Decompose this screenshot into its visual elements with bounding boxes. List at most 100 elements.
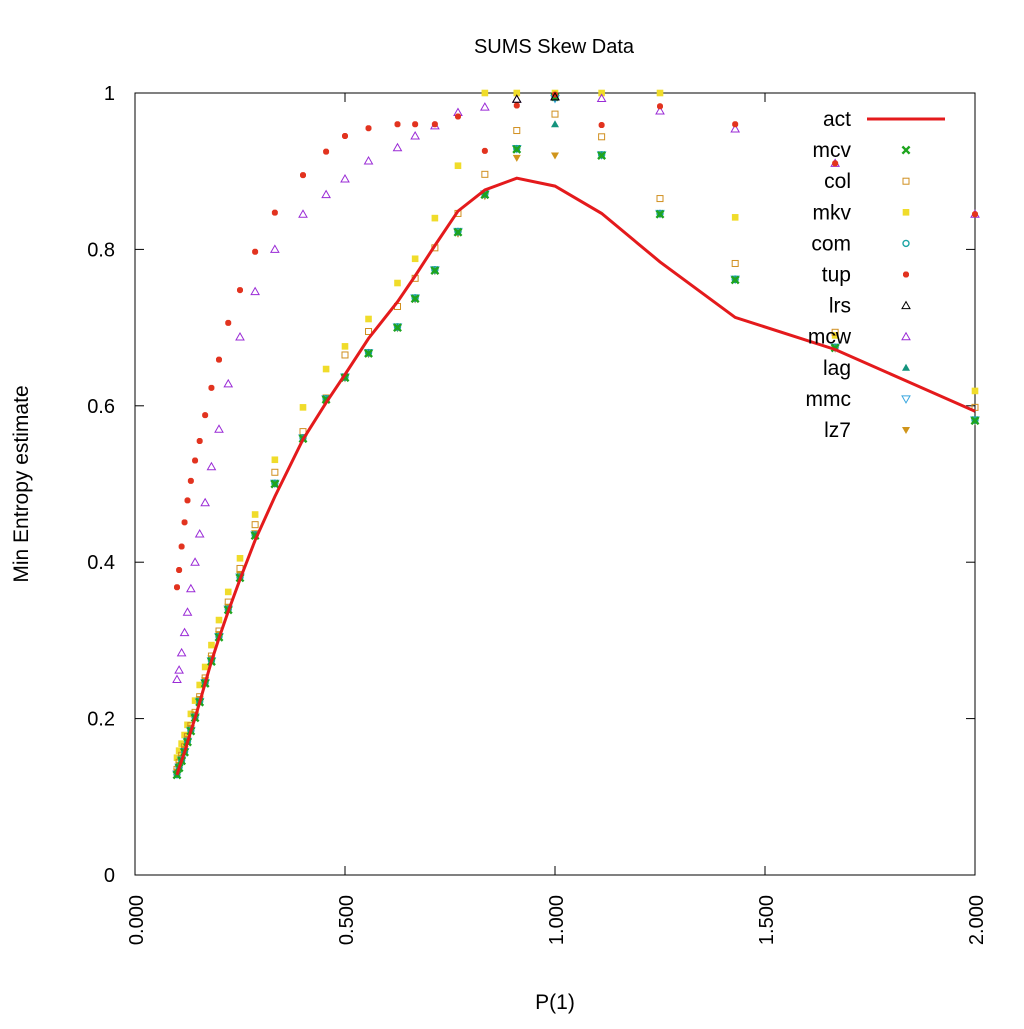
data-point-mcv: [172, 770, 182, 780]
data-point-mkv: [341, 343, 349, 350]
legend-label: lrs: [829, 295, 851, 318]
data-point-mcw: [206, 461, 217, 471]
y-tick-label: 0.8: [87, 239, 115, 261]
series-tup: [174, 91, 978, 591]
legend-label: com: [811, 232, 851, 255]
legend-label: lz7: [824, 419, 851, 442]
data-point-mcw: [185, 583, 196, 593]
legend-label: tup: [822, 264, 851, 287]
legend: act mcv col mkv com tup lrs mcw lag mmc lz7: [806, 108, 945, 442]
data-point-mcv: [730, 275, 740, 285]
data-point-tup: [323, 148, 330, 155]
data-point-col: [365, 328, 373, 336]
legend-entry-lrs: lrs: [829, 295, 911, 318]
series-mcw: [172, 91, 980, 683]
data-point-tup: [972, 211, 978, 218]
data-point-tup: [176, 567, 183, 574]
series-lrs: [511, 91, 560, 103]
data-point-mcv: [393, 323, 402, 333]
y-tick-label: 0.4: [87, 552, 115, 574]
data-point-col: [251, 521, 259, 529]
legend-swatch: [902, 363, 910, 371]
data-point-mcv: [364, 348, 373, 358]
legend-entry-mmc: mmc: [806, 388, 911, 411]
series-line-act: [175, 176, 976, 776]
data-point-tup: [365, 125, 372, 132]
data-point-tup: [431, 121, 438, 128]
data-point-tup: [225, 319, 232, 326]
data-point-tup: [454, 113, 461, 120]
data-point-mkv: [201, 663, 209, 671]
data-point-col: [731, 259, 739, 267]
y-tick-label: 0.2: [87, 709, 115, 731]
legend-label: lag: [823, 357, 851, 380]
x-tick-label: 2.000: [966, 895, 988, 945]
legend-label: mmc: [806, 388, 852, 411]
data-point-col: [656, 195, 664, 203]
data-point-mcw: [190, 557, 200, 566]
data-point-mkv: [271, 456, 279, 464]
data-point-mcw: [235, 331, 245, 341]
data-point-tup: [412, 121, 419, 128]
data-point-mcw: [200, 497, 211, 507]
data-point-tup: [174, 584, 180, 591]
data-point-tup: [598, 122, 605, 129]
data-marks: [172, 89, 980, 780]
data-point-mcw: [182, 607, 193, 616]
data-point-tup: [216, 356, 222, 363]
data-point-mcw: [298, 209, 308, 218]
data-point-tup: [237, 287, 243, 294]
data-point-mcw: [596, 93, 607, 102]
data-point-lag: [551, 120, 559, 128]
data-point-mcv: [655, 209, 665, 219]
data-point-lz7: [512, 154, 521, 162]
legend-entry-lag: lag: [823, 357, 910, 380]
legend-swatch: [901, 395, 911, 404]
data-point-mkv: [454, 162, 462, 170]
data-point-tup: [300, 172, 306, 179]
data-point-mkv: [365, 315, 372, 323]
data-point-mkv: [175, 747, 183, 754]
data-point-mkv: [191, 697, 199, 704]
legend-entry-mcv: mcv: [813, 139, 911, 162]
data-point-mkv: [656, 89, 664, 97]
data-point-tup: [271, 209, 278, 216]
data-point-tup: [394, 121, 401, 128]
data-point-mcv: [512, 144, 522, 154]
data-point-mkv: [394, 279, 401, 287]
data-point-col: [481, 170, 489, 178]
axes: 0 0.2 0.4 0.6 0.8 1 0.000 0.500 1.000 1.500 2.000: [87, 83, 988, 945]
data-point-mkv: [208, 641, 215, 649]
chart-title: SUMS Skew Data: [474, 36, 635, 58]
data-point-mcv: [270, 479, 280, 489]
x-tick-label: 0.000: [126, 895, 148, 945]
legend-swatch: [902, 177, 910, 185]
data-point-mcv: [597, 151, 607, 161]
data-point-mcw: [410, 131, 421, 140]
data-point-tup: [208, 384, 215, 391]
data-point-col: [831, 328, 839, 336]
data-point-mcw: [174, 665, 184, 674]
data-point-tup: [552, 91, 558, 98]
data-point-mkv: [322, 365, 330, 373]
y-tick-label: 0: [104, 865, 115, 887]
data-point-tup: [513, 102, 520, 109]
data-point-mcv: [970, 416, 980, 426]
legend-entry-com: com: [811, 232, 910, 255]
y-tick-label: 0.6: [87, 396, 115, 418]
legend-entry-tup: tup: [822, 264, 909, 287]
data-point-mcw: [269, 244, 280, 253]
legend-label: mcv: [813, 139, 852, 162]
legend-entry-mcw: mcw: [808, 326, 911, 349]
series-act: [175, 176, 976, 776]
data-point-mcw: [392, 142, 403, 152]
data-point-mcv: [410, 294, 420, 304]
data-point-mcw: [250, 286, 260, 296]
data-point-mkv: [299, 404, 307, 411]
legend-label: mkv: [813, 201, 852, 224]
data-point-tup: [184, 497, 191, 504]
series-lz7: [173, 152, 979, 776]
data-point-tup: [252, 248, 259, 255]
data-point-mkv: [173, 754, 181, 761]
